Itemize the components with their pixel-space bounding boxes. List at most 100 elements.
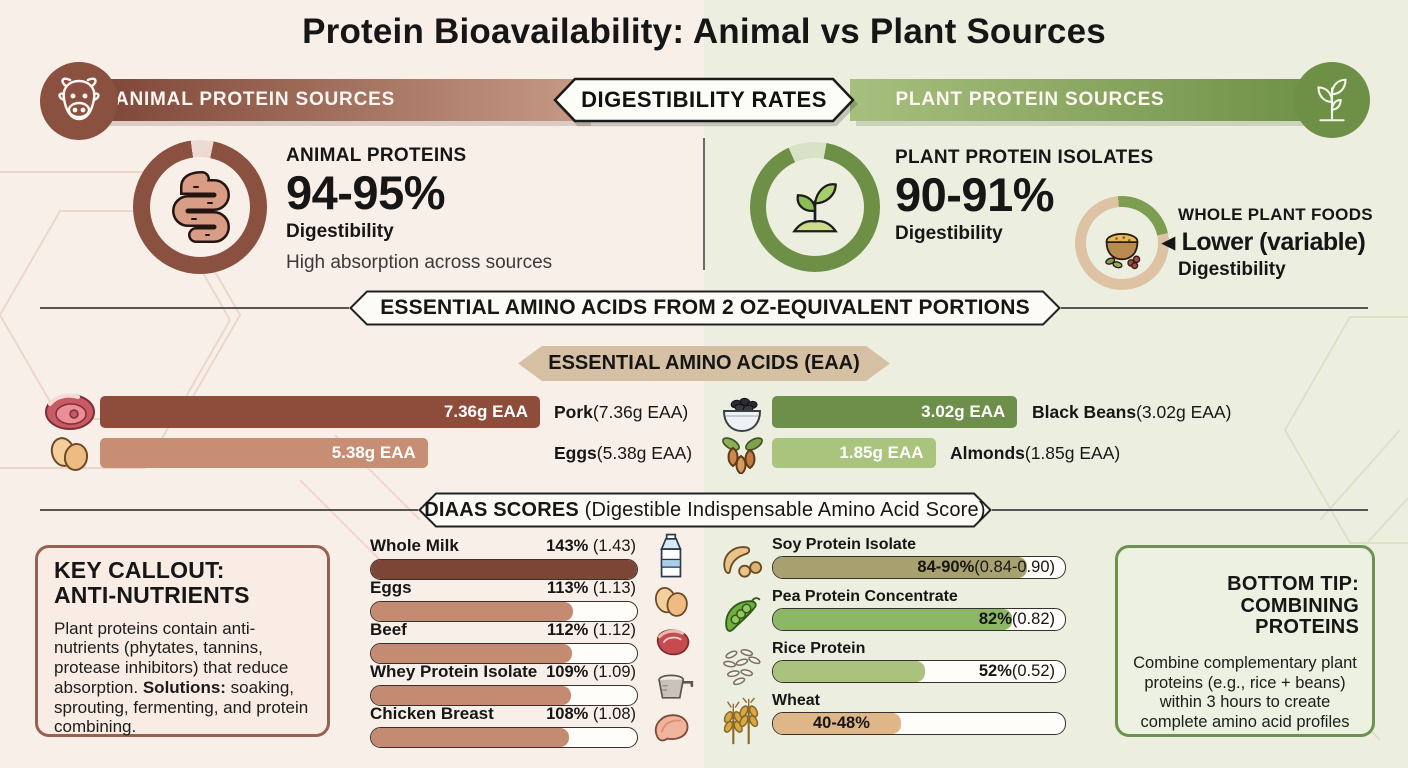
pork-label-detail: (7.36g EAA) xyxy=(592,401,689,422)
black-beans-label-detail: (3.02g EAA) xyxy=(1136,401,1232,422)
anti-nutrients-callout: KEY CALLOUT: ANTI-NUTRIENTS Plant protei… xyxy=(35,545,330,737)
animal-digestibility-text: ANIMAL PROTEINS 94-95% Digestibility Hig… xyxy=(286,146,552,272)
wheat-bar: 40-48% xyxy=(772,712,1066,735)
eggs-label-detail: (5.38g EAA) xyxy=(596,442,693,463)
beef-value: 112% (1.12) xyxy=(547,621,636,639)
grain-bowl-icon xyxy=(1086,207,1158,279)
eaa-banner-rule-left xyxy=(40,307,349,309)
combining-proteins-title: BOTTOM TIP: COMBINING PROTEINS xyxy=(1131,573,1359,639)
soy-bar: 84-90% (0.84-0.90) xyxy=(772,556,1066,579)
pork-bar-track: 7.36g EAA xyxy=(100,396,540,428)
eggs-bar-value: 5.38g EAA xyxy=(331,443,416,462)
chicken-bar xyxy=(370,727,638,748)
plant-digestibility-value: 90-91% xyxy=(895,168,1054,221)
animal-digestibility-sublabel: Digestibility xyxy=(286,221,394,242)
soy-value: 84-90% (0.84-0.90) xyxy=(917,558,1055,576)
eggs-icon xyxy=(44,432,94,474)
animal-digestibility-donut xyxy=(133,140,267,274)
whole-plant-value-row: ◀ Lower (variable) xyxy=(1162,228,1398,256)
milk-carton-icon xyxy=(648,532,694,580)
diaas-banner-bold: DIAAS SCORES xyxy=(424,498,579,521)
anti-nutrients-body-text: Plant proteins contain anti-nutrients (p… xyxy=(54,618,289,697)
plant-isolates-heading: PLANT PROTEIN ISOLATES xyxy=(895,147,1154,168)
black-beans-label-name: Black Beans xyxy=(1032,401,1137,422)
almonds-bar-track: 1.85g EAA xyxy=(772,438,1064,468)
black-beans-icon xyxy=(716,392,768,434)
diaas-banner-label: DIAAS SCORES (Digestible Indispensable A… xyxy=(418,492,992,528)
almonds-bar-value: 1.85g EAA xyxy=(839,443,924,462)
wheat-value: 40-48% xyxy=(813,714,870,732)
diaas-row-whey: Whey Protein Isolate 109% (1.09) xyxy=(370,662,638,706)
diaas-animal-list: Whole Milk 143% (1.43) Eggs 113% (1.13) Be… xyxy=(370,533,700,750)
diaas-row-eggs: Eggs 113% (1.13) xyxy=(370,578,638,622)
almonds-bar: 1.85g EAA xyxy=(772,438,936,468)
eaa-section-banner: ESSENTIAL AMINO ACIDS FROM 2 OZ-EQUIVALE… xyxy=(349,290,1061,326)
almonds-icon xyxy=(716,434,768,474)
whole-plant-donut xyxy=(1075,196,1169,290)
plant-sources-banner: PLANT PROTEIN SOURCES xyxy=(850,79,1330,121)
chicken-breast-icon xyxy=(648,706,694,746)
animal-digestibility-note: High absorption across sources xyxy=(286,252,553,273)
cow-icon xyxy=(40,62,118,140)
beef-name: Beef xyxy=(370,620,407,639)
wheat-icon xyxy=(718,696,764,746)
anti-nutrients-title: KEY CALLOUT: ANTI-NUTRIENTS xyxy=(54,558,311,608)
whey-bar xyxy=(370,685,638,706)
diaas-eggs-bar xyxy=(370,601,638,622)
soybeans-icon xyxy=(718,540,764,584)
digestibility-rates-banner: DIGESTIBILITY RATES xyxy=(553,77,855,123)
black-beans-bar: 3.02g EAA xyxy=(772,396,1018,428)
solutions-bold: Solutions: xyxy=(142,677,226,697)
eaa-banner-rule-right xyxy=(1061,307,1368,309)
animal-banner-label: ANIMAL PROTEIN SOURCES xyxy=(114,89,396,110)
eggs-bar: 5.38g EAA xyxy=(100,438,428,468)
plant-digestibility-donut xyxy=(750,142,880,272)
pea-pod-icon xyxy=(718,592,764,636)
animal-sources-banner: ANIMAL PROTEIN SOURCES xyxy=(75,79,585,121)
plant-digestibility-sublabel: Digestibility xyxy=(895,223,1003,244)
plant-digestibility-text: PLANT PROTEIN ISOLATES 90-91% Digestibil… xyxy=(895,148,1154,243)
beef-bar xyxy=(370,643,638,664)
combining-proteins-body: Combine complementary plant proteins (e.… xyxy=(1133,653,1357,732)
diaas-eggs-icon xyxy=(648,580,694,622)
digestibility-rates-label: DIGESTIBILITY RATES xyxy=(581,87,827,112)
diaas-row-chicken: Chicken Breast 108% (1.08) xyxy=(370,704,638,748)
animal-digestibility-value: 94-95% xyxy=(286,166,446,219)
diaas-banner-rule-left xyxy=(40,509,418,511)
diaas-row-whole-milk: Whole Milk 143% (1.43) xyxy=(370,536,638,580)
diaas-banner-rule-right xyxy=(992,509,1368,511)
diaas-banner: DIAAS SCORES (Digestible Indispensable A… xyxy=(418,492,992,528)
pork-label: Pork (7.36g EAA) xyxy=(554,396,688,428)
diaas-banner-rest: (Digestible Indispensable Amino Acid Sco… xyxy=(578,498,986,521)
pork-icon xyxy=(44,392,96,432)
whole-plant-text: WHOLE PLANT FOODS ◀ Lower (variable) Dig… xyxy=(1162,206,1398,279)
combining-title-line2: COMBINING PROTEINS xyxy=(1240,594,1359,639)
page-title: Protein Bioavailability: Animal vs Plant… xyxy=(302,12,1106,51)
whole-milk-bar xyxy=(370,559,638,580)
eggs-bar-track: 5.38g EAA xyxy=(100,438,540,468)
eaa-badge: ESSENTIAL AMINO ACIDS (EAA) xyxy=(518,346,890,381)
pork-bar: 7.36g EAA xyxy=(100,396,540,428)
anti-nutrients-body: Plant proteins contain anti-nutrients (p… xyxy=(54,619,311,737)
wheat-name: Wheat xyxy=(772,692,820,709)
diaas-row-beef: Beef 112% (1.12) xyxy=(370,620,638,664)
animal-proteins-heading: ANIMAL PROTEINS xyxy=(286,145,467,166)
rice-bar: 52% (0.52) xyxy=(772,660,1066,683)
rice-value: 52% (0.52) xyxy=(978,662,1055,680)
soy-name: Soy Protein Isolate xyxy=(772,536,917,553)
combining-proteins-callout: BOTTOM TIP: COMBINING PROTEINS Combine c… xyxy=(1115,545,1375,737)
diaas-eggs-value: 113% (1.13) xyxy=(547,579,636,597)
pea-bar: 82% (0.82) xyxy=(772,608,1066,631)
almonds-label-detail: (1.85g EAA) xyxy=(1024,442,1121,463)
pork-label-name: Pork xyxy=(554,401,593,422)
whole-plant-value: Lower (variable) xyxy=(1181,228,1366,256)
pork-bar-value: 7.36g EAA xyxy=(443,402,528,421)
plant-icon xyxy=(1294,62,1370,138)
almonds-label: Almonds (1.85g EAA) xyxy=(950,438,1120,468)
diaas-plant-list: Soy Protein Isolate 84-90% (0.84-0.90) P… xyxy=(718,536,1068,750)
solutions-text: soaking, sprouting, fermenting, and prot… xyxy=(54,677,309,737)
rice-name: Rice Protein xyxy=(772,640,866,657)
pea-name: Pea Protein Concentrate xyxy=(772,588,958,605)
intestine-icon xyxy=(150,157,250,257)
